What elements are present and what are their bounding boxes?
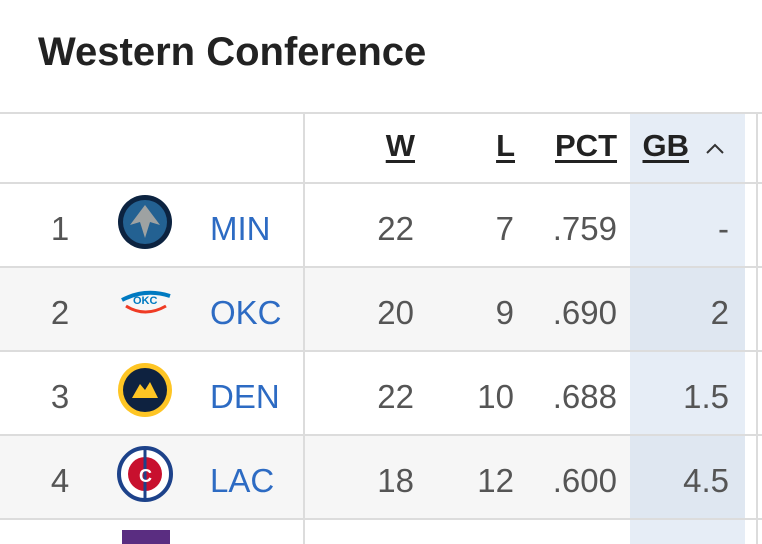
rank: 1 (50, 210, 70, 247)
row-stripe (0, 435, 630, 519)
row-stripe (0, 267, 630, 351)
team-name[interactable]: LAC (210, 462, 275, 499)
losses: 7 (495, 210, 514, 247)
rank: 4 (50, 462, 70, 499)
losses: 10 (477, 378, 514, 415)
wins: 20 (377, 294, 414, 331)
column-header[interactable]: L (496, 128, 515, 163)
team-name[interactable]: OKC (210, 294, 282, 331)
win-pct: .759 (552, 210, 617, 247)
wins: 22 (377, 378, 414, 415)
rank: 3 (50, 378, 70, 415)
games-back: - (718, 210, 729, 247)
column-header[interactable]: W (385, 128, 415, 163)
team-logo (118, 195, 172, 249)
games-back: 2 (710, 294, 729, 331)
svg-text:OKC: OKC (133, 295, 158, 307)
team-name[interactable]: DEN (210, 378, 280, 415)
games-back: 1.5 (683, 378, 729, 415)
losses: 9 (495, 294, 514, 331)
team-name[interactable]: MIN (210, 210, 271, 247)
column-header[interactable]: PCT (555, 128, 617, 163)
losses: 12 (477, 462, 514, 499)
rank: 2 (50, 294, 70, 331)
sort-arrow[interactable] (706, 143, 724, 154)
win-pct: .600 (552, 462, 617, 499)
wins: 18 (377, 462, 414, 499)
team-logo: C (117, 446, 173, 502)
team-logo (118, 363, 172, 417)
column-header[interactable]: GB (642, 128, 690, 163)
row-stripe (630, 267, 745, 351)
win-pct: .690 (552, 294, 617, 331)
games-back: 4.5 (683, 462, 729, 499)
wins: 22 (377, 210, 414, 247)
team-logo: OKC (121, 290, 171, 314)
win-pct: .688 (552, 378, 617, 415)
team-logo (122, 530, 170, 544)
row-stripe (630, 435, 745, 519)
svg-text:C: C (139, 466, 152, 486)
conference-title: Western Conference (38, 30, 427, 74)
